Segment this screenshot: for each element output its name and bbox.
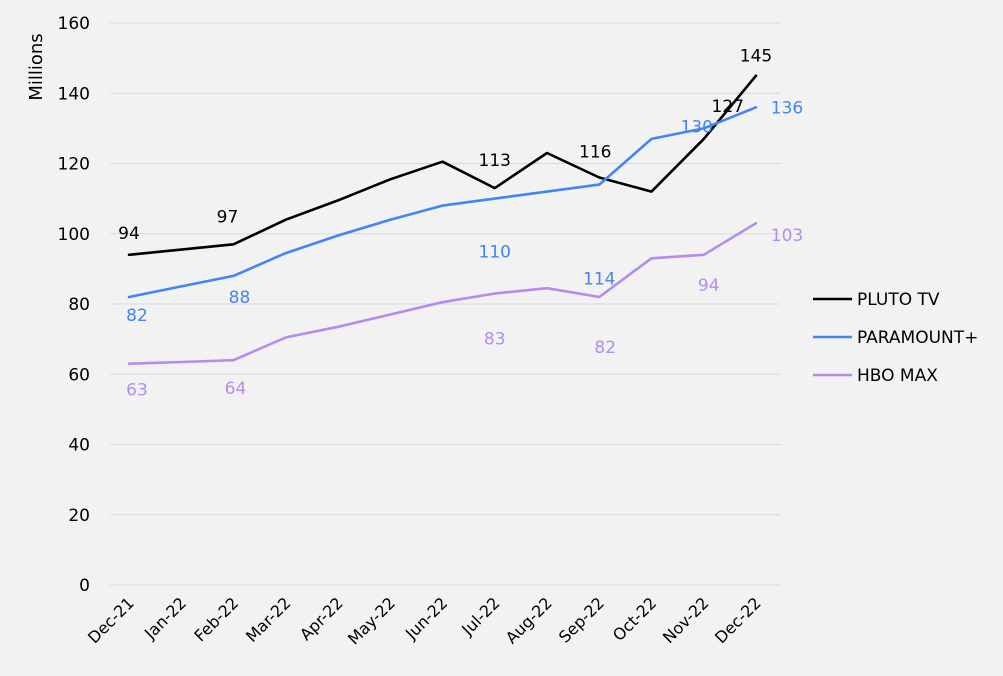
data-label: 94: [118, 224, 140, 244]
data-labels: 94 97 113 116 127 145 82 88 110 114 130 136 63 64 83 82…: [118, 47, 803, 401]
x-tick-label: Apr-22: [296, 593, 347, 644]
series-line-0: [127, 74, 758, 257]
data-label: 94: [698, 276, 720, 296]
data-label: 116: [579, 143, 611, 163]
y-tick-label: 20: [68, 506, 90, 526]
series-lines: [127, 74, 758, 366]
gridlines: [110, 22, 780, 586]
y-tick-label: 100: [58, 225, 90, 245]
data-label: 82: [126, 306, 148, 326]
x-tick-label: Aug-22: [502, 593, 556, 647]
y-tick-label: 40: [68, 436, 90, 456]
data-label: 113: [479, 151, 511, 171]
data-label: 82: [594, 338, 616, 358]
data-label: 136: [771, 98, 803, 118]
legend-label: PLUTO TV: [857, 290, 940, 310]
data-label: 88: [229, 288, 251, 308]
data-label: 110: [479, 243, 511, 263]
series-line-2: [127, 221, 758, 366]
x-tick-label: Sep-22: [555, 593, 608, 646]
x-tick-label: Nov-22: [659, 593, 713, 647]
y-tick-label: 80: [68, 295, 90, 315]
y-tick-label: 140: [58, 84, 90, 104]
x-tick-label: Dec-22: [711, 593, 765, 647]
data-label: 114: [583, 270, 615, 290]
data-label: 83: [484, 329, 506, 349]
data-label: 64: [225, 379, 247, 399]
series-line-1: [127, 106, 758, 299]
data-label: 127: [712, 97, 744, 117]
legend-label: HBO MAX: [857, 366, 938, 386]
data-label: 63: [126, 381, 148, 401]
x-tick-label: Oct-22: [609, 593, 660, 644]
y-tick-label: 0: [79, 576, 90, 596]
y-tick-label: 60: [68, 365, 90, 385]
x-tick-label: Feb-22: [190, 593, 242, 645]
data-label: 103: [771, 226, 803, 246]
y-axis-title: Millions: [26, 33, 47, 100]
x-tick-label: May-22: [344, 593, 399, 648]
legend-label: PARAMOUNT+: [857, 328, 978, 348]
data-label: 145: [740, 47, 772, 67]
x-tick-label: Jul-22: [457, 593, 503, 639]
x-tick-label: Dec-21: [84, 593, 138, 647]
data-label: 97: [217, 207, 239, 227]
legend: PLUTO TV PARAMOUNT+ HBO MAX: [813, 290, 978, 386]
data-label: 130: [681, 117, 713, 137]
x-tick-label: Mar-22: [242, 593, 295, 646]
x-tick-label: Jun-22: [401, 593, 451, 643]
y-tick-label: 120: [58, 155, 90, 175]
x-tick-label: Jan-22: [140, 593, 190, 643]
y-tick-label: 160: [58, 14, 90, 34]
y-axis-ticks: 0 20 40 60 80 100 120 140 160: [58, 14, 90, 596]
